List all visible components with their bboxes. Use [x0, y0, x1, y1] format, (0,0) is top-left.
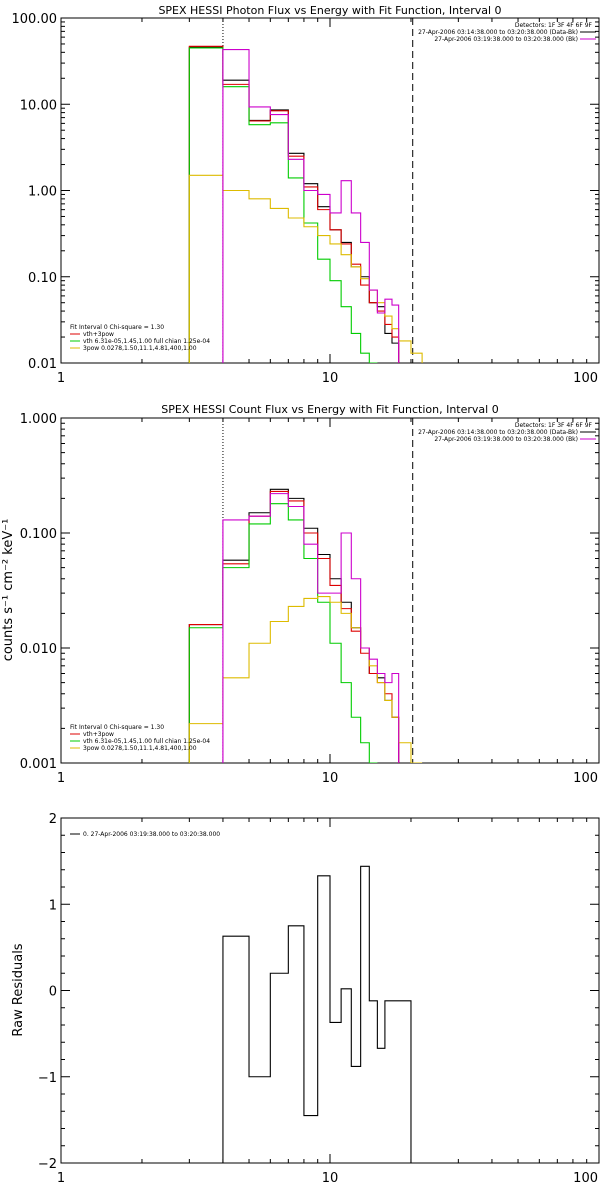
y-tick-label: 0.010	[20, 642, 57, 657]
plot-frame	[60, 417, 600, 764]
detector-header-text: 27-Apr-2006 03:14:38.000 to 03:20:38.000…	[418, 29, 578, 36]
x-tick-label: 1	[57, 371, 65, 386]
series-step-line-1	[188, 45, 400, 363]
x-tick-label: 1	[57, 1171, 65, 1186]
x-tick-label: 100	[573, 371, 598, 386]
count-flux-ylabel: counts s⁻¹ cm⁻² keV⁻¹	[1, 519, 16, 662]
y-tick-label: −1	[38, 1071, 57, 1086]
plot-frame	[60, 17, 600, 364]
photon-flux-title: SPEX HESSI Photon Flux vs Energy with Fi…	[158, 4, 501, 17]
y-tick-label: 10.00	[20, 98, 57, 113]
series-step-line-2	[188, 47, 378, 363]
legend-text: vth+3pow	[83, 731, 114, 738]
series-step-line-0	[188, 488, 400, 763]
legend-text: Fit Interval 0 Chi-square = 1.30	[70, 324, 164, 331]
photon-flux-panel: SPEX HESSI Photon Flux vs Energy with Fi…	[12, 4, 600, 386]
series-step-line-0	[222, 865, 412, 1163]
x-tick-label: 1	[57, 771, 65, 786]
series-step-line-3	[188, 596, 423, 763]
residuals-panel: Raw Residuals 1 10 100 −2 −1 0 1 2 0. 27-Apr-200…	[11, 812, 600, 1186]
y-tick-label: 0.100	[20, 527, 57, 542]
y-tick-label: 1.000	[20, 412, 57, 427]
residuals-ylabel: Raw Residuals	[11, 943, 26, 1036]
y-tick-label: 1	[49, 898, 57, 913]
count-flux-title: SPEX HESSI Count Flux vs Energy with Fit…	[161, 403, 498, 416]
legend-text: vth+3pow	[83, 331, 114, 338]
x-tick-label: 100	[573, 771, 598, 786]
y-tick-label: −2	[38, 1157, 57, 1172]
y-tick-label: 0.10	[28, 271, 57, 286]
y-tick-label: 0.001	[20, 757, 57, 772]
x-tick-label: 10	[322, 1171, 339, 1186]
detector-header-text: Detectors: 1F 3F 4F 6F 9F	[515, 22, 593, 29]
series-step-line-4	[222, 493, 400, 763]
x-tick-label: 100	[573, 1171, 598, 1186]
detector-header-text: 27-Apr-2006 03:19:38.000 to 03:20:38.000…	[434, 436, 578, 443]
y-tick-label: 0	[49, 985, 57, 1000]
detector-header-text: 27-Apr-2006 03:19:38.000 to 03:20:38.000…	[434, 36, 578, 43]
legend-text: 3pow 0.0278,1.50,11.1,4.81,400,1.00	[83, 345, 197, 352]
count-flux-panel: SPEX HESSI Count Flux vs Energy with Fit…	[1, 403, 600, 786]
detector-header-text: Detectors: 1F 3F 4F 6F 9F	[515, 422, 593, 429]
y-tick-label: 1.00	[28, 185, 57, 200]
legend-text: 0. 27-Apr-2006 03:19:38.000 to 03:20:38.…	[83, 831, 220, 838]
y-tick-label: 0.01	[28, 357, 57, 372]
detector-header-text: 27-Apr-2006 03:14:38.000 to 03:20:38.000…	[418, 429, 578, 436]
legend-text: Fit Interval 0 Chi-square = 1.30	[70, 724, 164, 731]
legend-text: vth 6.31e-05,1.45,1.00 full chian 1.25e-…	[83, 338, 210, 345]
x-tick-label: 10	[322, 371, 339, 386]
series-step-line-0	[188, 46, 400, 363]
series-step-line-3	[188, 174, 423, 363]
x-tick-label: 10	[322, 771, 339, 786]
y-tick-label: 100.00	[12, 12, 58, 27]
series-step-line-4	[222, 49, 400, 363]
legend-text: vth 6.31e-05,1.45,1.00 full chian 1.25e-…	[83, 738, 210, 745]
y-tick-label: 2	[49, 812, 57, 827]
legend-text: 3pow 0.0278,1.50,11.1,4.81,400,1.00	[83, 745, 197, 752]
